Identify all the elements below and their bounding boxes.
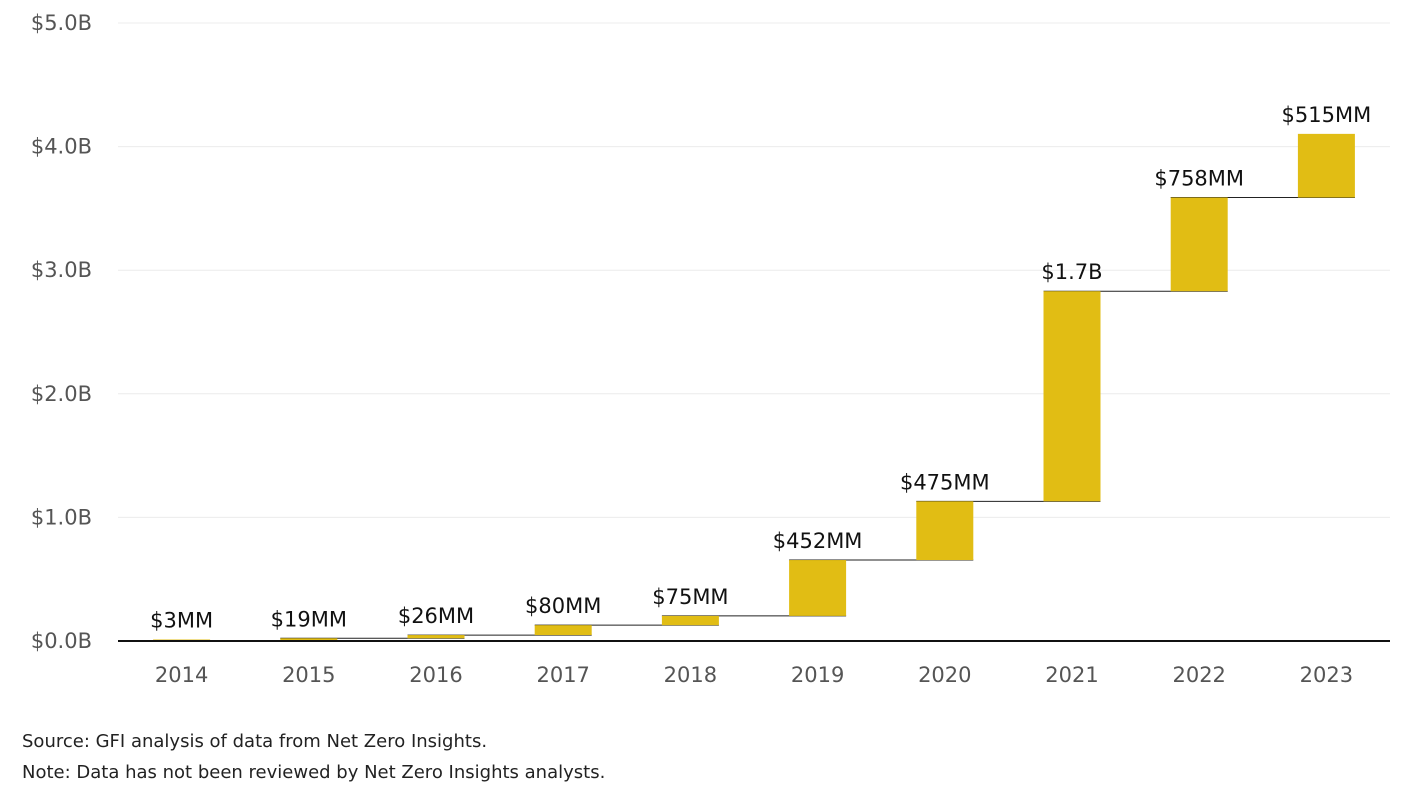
chart-notes: Source: GFI analysis of data from Net Ze… [22, 726, 605, 788]
data-label-2014: $3MM [150, 609, 213, 633]
source-note: Source: GFI analysis of data from Net Ze… [22, 731, 488, 752]
gridlines [118, 22, 1390, 518]
x-tick-label-2021: 2021 [1045, 663, 1098, 687]
x-tick-label-2022: 2022 [1172, 663, 1225, 687]
x-tick-label-2018: 2018 [664, 663, 717, 687]
data-label-2018: $75MM [652, 585, 728, 609]
data-label-2023: $515MM [1282, 103, 1372, 127]
x-tick-label-2014: 2014 [155, 663, 208, 687]
data-label-2020: $475MM [900, 470, 990, 494]
review-note: Note: Data has not been reviewed by Net … [22, 762, 606, 783]
bar-2018 [661, 615, 719, 626]
y-tick-label: $2.0B [31, 382, 92, 406]
x-axis: 2014 2015 2016 2017 2018 2019 2020 2021 2022 2023 [118, 640, 1390, 687]
bar-2019 [789, 560, 847, 616]
x-tick-label-2020: 2020 [918, 663, 971, 687]
data-labels: $3MM $19MM $26MM $80MM $75MM $452MM $475MM $1.7… [150, 103, 1371, 633]
x-tick-label-2017: 2017 [536, 663, 589, 687]
y-tick-label: $5.0B [31, 11, 92, 35]
y-tick-label: $4.0B [31, 135, 92, 159]
bar-2016 [407, 635, 465, 639]
bar-2021 [1043, 291, 1101, 502]
data-label-2015: $19MM [271, 607, 347, 631]
x-tick-label-2019: 2019 [791, 663, 844, 687]
bar-2015 [280, 638, 338, 641]
y-axis: $0.0B $1.0B $2.0B $3.0B $4.0B $5.0B [31, 11, 92, 653]
data-label-2022: $758MM [1154, 167, 1244, 191]
data-label-2017: $80MM [525, 594, 601, 618]
bar-2020 [916, 501, 974, 561]
data-label-2019: $452MM [773, 529, 863, 553]
x-tick-label-2023: 2023 [1300, 663, 1353, 687]
x-tick-label-2016: 2016 [409, 663, 462, 687]
bar-2017 [534, 625, 592, 636]
bars [153, 133, 1355, 641]
bar-2022 [1170, 197, 1228, 292]
bar-2023 [1297, 133, 1355, 198]
y-tick-label: $3.0B [31, 258, 92, 282]
waterfall-chart: $0.0B $1.0B $2.0B $3.0B $4.0B $5.0B $3MM $19MM… [31, 11, 1390, 687]
y-tick-label: $0.0B [31, 629, 92, 653]
x-tick-label-2015: 2015 [282, 663, 335, 687]
data-label-2016: $26MM [398, 604, 474, 628]
data-label-2021: $1.7B [1041, 260, 1102, 284]
y-tick-label: $1.0B [31, 505, 92, 529]
